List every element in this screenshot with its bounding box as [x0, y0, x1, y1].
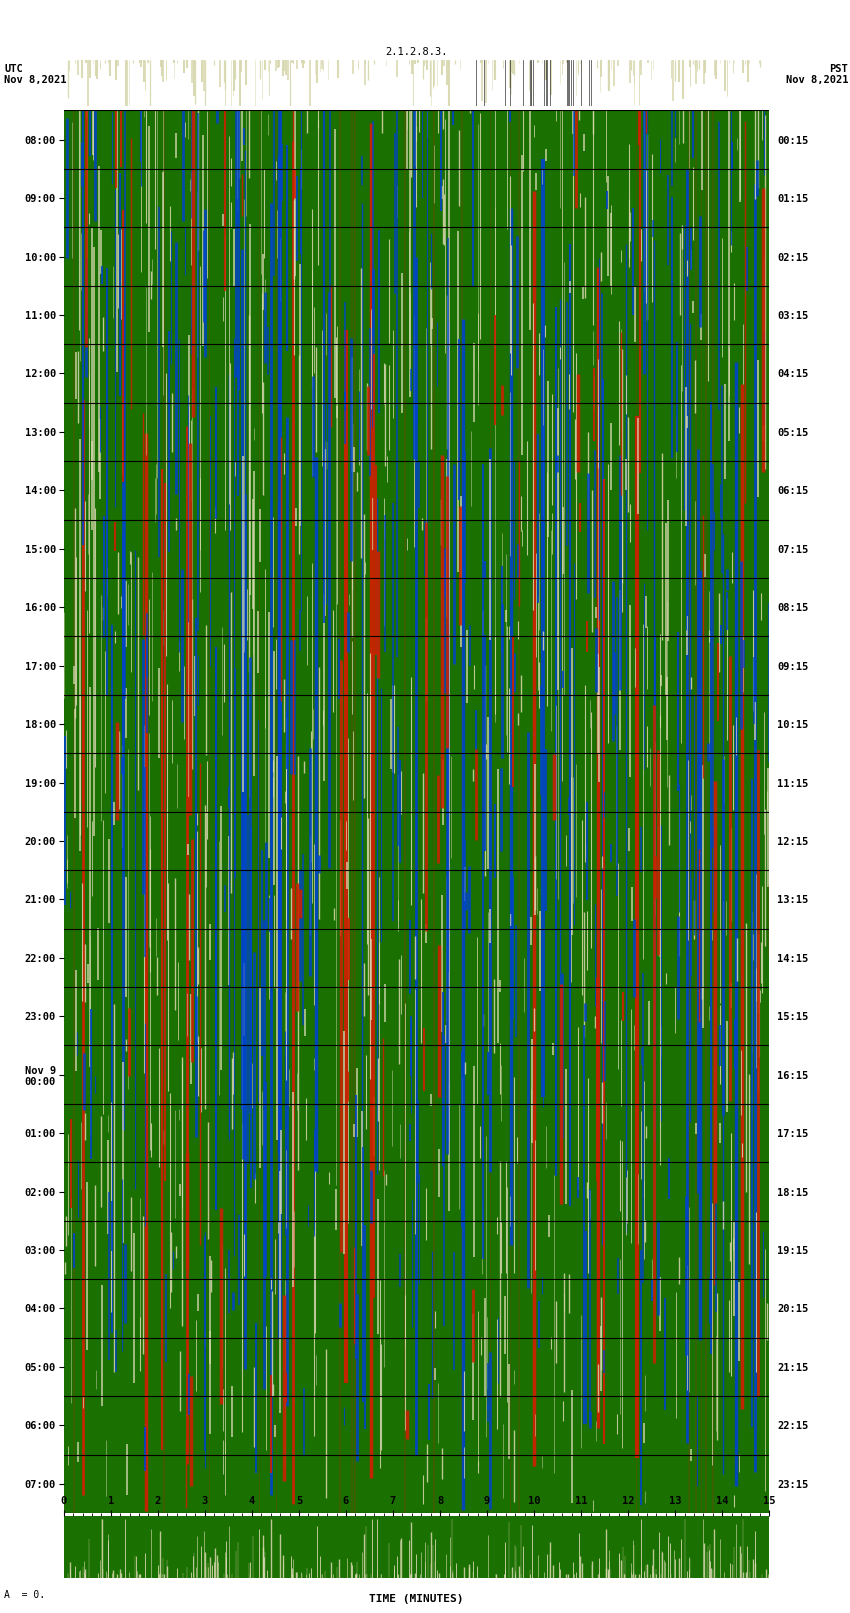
- Text: 2.1.2.8.3.: 2.1.2.8.3.: [385, 47, 448, 58]
- Text: TIME (MINUTES): TIME (MINUTES): [369, 1594, 464, 1603]
- Text: UTC
Nov 8,2021: UTC Nov 8,2021: [4, 65, 67, 85]
- Text: PST
Nov 8,2021: PST Nov 8,2021: [785, 65, 848, 85]
- Text: A  = 0.: A = 0.: [4, 1590, 45, 1600]
